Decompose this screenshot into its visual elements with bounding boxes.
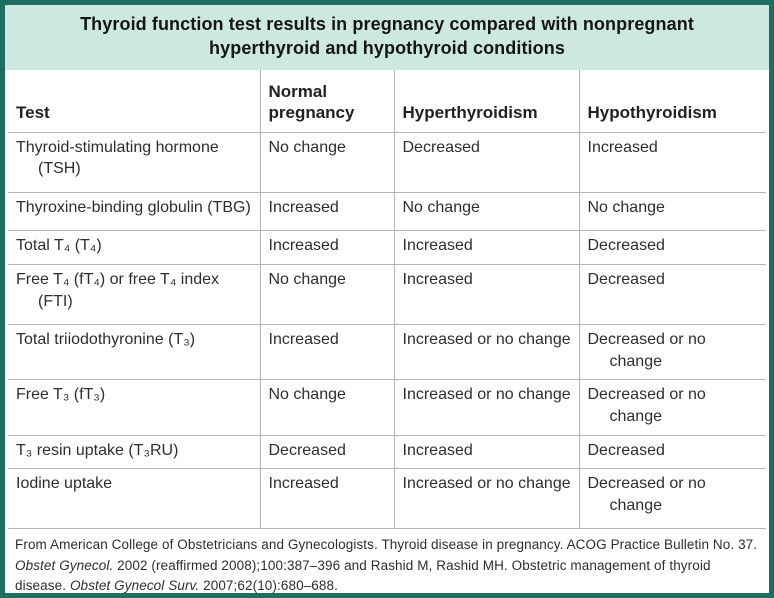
normal-pregnancy-cell: Increased — [259, 191, 395, 232]
header-row: Test Normal pregnancy Hyperthyroidism Hy… — [8, 69, 766, 133]
hyperthyroidism-cell: No change — [393, 191, 580, 232]
col-header-test: Test — [8, 69, 261, 133]
figure-title: Thyroid function test results in pregnan… — [5, 5, 769, 70]
thyroid-function-table: Test Normal pregnancy Hyperthyroidism Hy… — [8, 69, 766, 530]
hypothyroidism-cell: No change — [578, 191, 766, 232]
table-row-tbg: Thyroxine-binding globulin (TBG) Increas… — [8, 191, 766, 232]
hyperthyroidism-cell: Increased or no change — [393, 379, 580, 436]
test-name-cell: Thyroxine-binding globulin (TBG) — [8, 191, 261, 232]
normal-pregnancy-cell: Decreased — [259, 434, 395, 470]
hyperthyroidism-cell: Increased or no change — [393, 324, 580, 381]
citation-text: From American College of Obstetricians a… — [15, 537, 758, 553]
hypothyroidism-cell: Increased — [578, 131, 766, 193]
test-name-cell: Total triiodothyronine (T₃) — [8, 324, 261, 381]
hypothyroidism-cell: Decreased or no change — [578, 468, 766, 530]
test-name-cell: Thyroid-stimulating hormone (TSH) — [8, 131, 261, 193]
test-name-cell: Iodine uptake — [8, 468, 261, 530]
table-row-total-t4: Total T₄ (T₄) Increased Increased Decrea… — [8, 230, 766, 265]
test-name-cell: Total T₄ (T₄) — [8, 230, 261, 265]
col-header-normal-pregnancy: Normal pregnancy — [259, 69, 395, 133]
table-row-free-t4: Free T₄ (fT₄) or free T₄ index (FTI) No … — [8, 263, 766, 326]
hyperthyroidism-cell: Increased — [393, 263, 580, 326]
test-name-cell: Free T₃ (fT₃) — [8, 379, 261, 436]
table-row-total-t3: Total triiodothyronine (T₃) Increased In… — [8, 324, 766, 381]
hyperthyroidism-cell: Decreased — [393, 131, 580, 193]
normal-pregnancy-cell: Increased — [259, 324, 395, 381]
normal-pregnancy-cell: Increased — [259, 230, 395, 265]
normal-pregnancy-cell: No change — [259, 263, 395, 326]
hypothyroidism-cell: Decreased — [578, 230, 766, 265]
table-row-iodine-uptake: Iodine uptake Increased Increased or no … — [8, 468, 766, 530]
table-row-t3-resin-uptake: T₃ resin uptake (T₃RU) Decreased Increas… — [8, 434, 766, 470]
hyperthyroidism-cell: Increased or no change — [393, 468, 580, 530]
hyperthyroidism-cell: Increased — [393, 230, 580, 265]
hypothyroidism-cell: Decreased or no change — [578, 324, 766, 381]
normal-pregnancy-cell: No change — [259, 379, 395, 436]
citation-text: 2002 (reaffirmed 2008);100:387–396 and R… — [15, 557, 711, 594]
citation-text: 2007;62(10):680–688. — [199, 578, 338, 594]
test-name-cell: Free T₄ (fT₄) or free T₄ index (FTI) — [8, 263, 261, 326]
hypothyroidism-cell: Decreased or no change — [578, 379, 766, 436]
test-name-cell: T₃ resin uptake (T₃RU) — [8, 434, 261, 470]
normal-pregnancy-cell: No change — [259, 131, 395, 193]
hyperthyroidism-cell: Increased — [393, 434, 580, 470]
table-row-tsh: Thyroid-stimulating hormone (TSH) No cha… — [8, 131, 766, 193]
journal-name: Obstet Gynecol Surv. — [69, 578, 200, 594]
col-header-hypothyroidism: Hypothyroidism — [578, 69, 766, 133]
source-citation: From American College of Obstetricians a… — [5, 529, 769, 594]
hypothyroidism-cell: Decreased — [578, 263, 766, 326]
normal-pregnancy-cell: Increased — [259, 468, 395, 530]
journal-name: Obstet Gynecol. — [15, 557, 114, 573]
hypothyroidism-cell: Decreased — [578, 434, 766, 470]
col-header-hyperthyroidism: Hyperthyroidism — [393, 69, 580, 133]
table-row-free-t3: Free T₃ (fT₃) No change Increased or no … — [8, 379, 766, 436]
